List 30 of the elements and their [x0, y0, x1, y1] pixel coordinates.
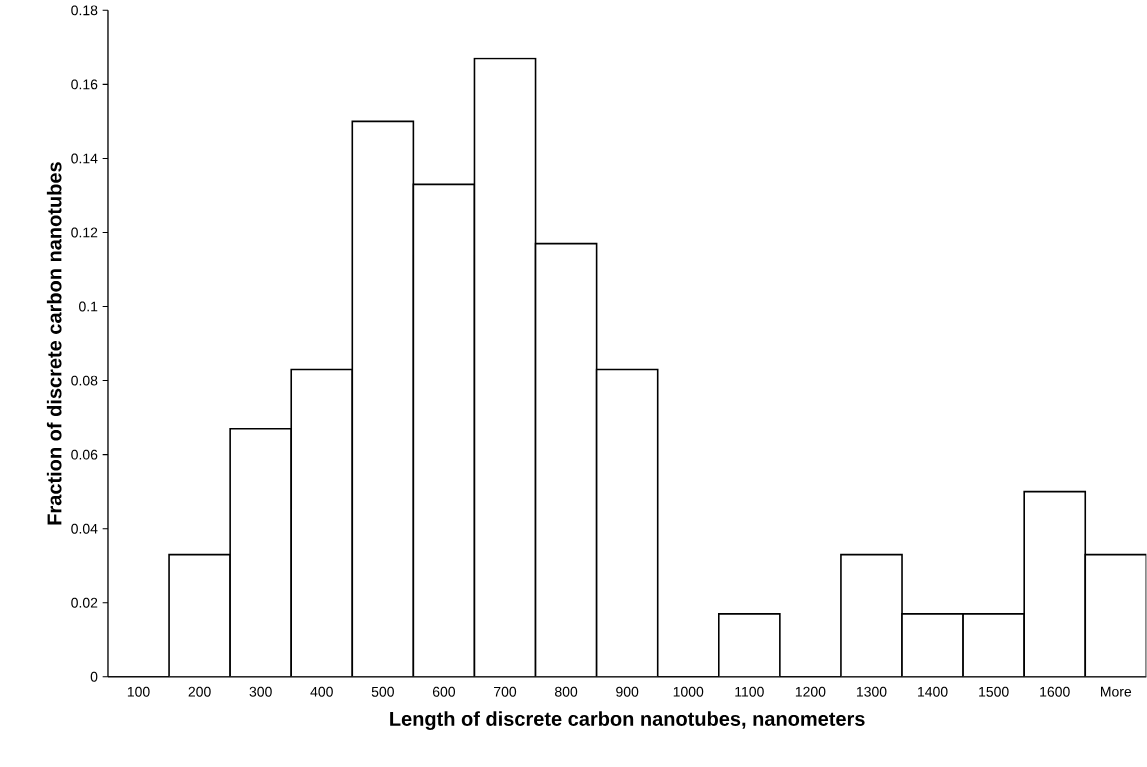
- x-tick-label: 800: [555, 686, 578, 697]
- y-tick-label: 0.04: [71, 523, 98, 534]
- x-tick-label: 1200: [795, 686, 826, 697]
- x-tick-label: 1300: [856, 686, 887, 697]
- x-tick-label: 1100: [735, 686, 764, 697]
- y-tick-label: 0.1: [79, 301, 98, 312]
- x-tick-label: 700: [494, 686, 517, 697]
- y-tick-label: 0.16: [71, 79, 98, 90]
- x-tick-label: More: [1101, 686, 1132, 697]
- x-tick-label: 1000: [673, 686, 704, 697]
- x-tick-label: 500: [371, 686, 394, 697]
- y-tick-label: 0.08: [71, 375, 98, 386]
- x-tick-label: 300: [249, 686, 272, 697]
- x-tick-label: 200: [188, 686, 211, 697]
- x-tick-label: 1500: [979, 686, 1009, 697]
- x-tick-label: 600: [432, 686, 456, 697]
- x-tick-label: 1400: [918, 686, 948, 697]
- y-tick-label: 0.12: [71, 227, 98, 238]
- bar: [717, 613, 781, 677]
- x-tick-label: 900: [616, 686, 639, 697]
- y-tick-label: 0.14: [71, 153, 98, 164]
- x-tick-label: 400: [310, 686, 333, 697]
- y-tick-label: 0.02: [71, 597, 98, 608]
- x-tick-label: 1600: [1040, 686, 1070, 697]
- y-axis-title: Fraction of discrete carbon nanotubes: [46, 162, 62, 525]
- y-tick-label: 0: [90, 671, 98, 682]
- x-axis-title: Length of discrete carbon nanotubes, nanometers: [390, 711, 865, 731]
- y-tick-label: 0.06: [71, 449, 98, 460]
- y-tick-label: 0.18: [71, 5, 98, 16]
- x-tick-label: 100: [127, 686, 150, 697]
